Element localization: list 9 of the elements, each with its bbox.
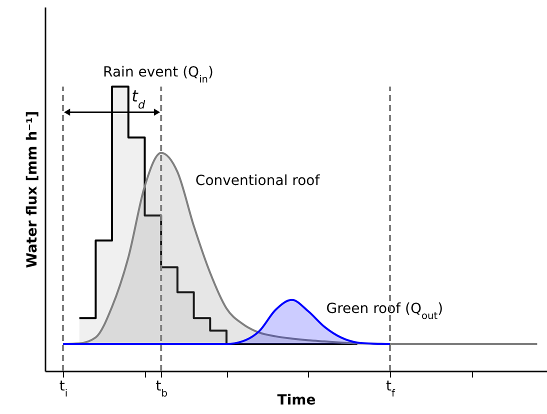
annotation: t$_{d}$: [132, 86, 146, 112]
y-axis-title: Water flux [mm h⁻¹]: [24, 111, 40, 268]
series-label: Conventional roof: [195, 173, 321, 190]
x-axis-title: Time: [277, 392, 316, 408]
series-label: Rain event (Q$_{in}$): [103, 64, 214, 85]
x-tick-label: t$_{i}$: [59, 378, 68, 399]
x-tick-label: t$_{f}$: [386, 378, 396, 399]
x-tick-label: t$_{b}$: [156, 378, 168, 399]
series-label: Green roof (Q$_{out}$): [326, 301, 444, 322]
